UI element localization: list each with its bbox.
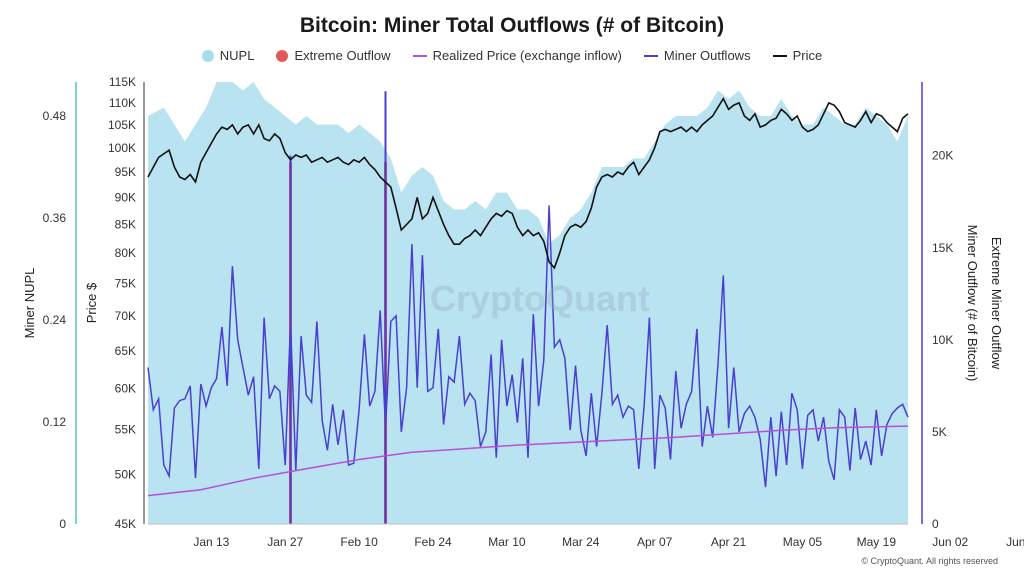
chart-title: Bitcoin: Miner Total Outflows (# of Bitc… <box>299 14 725 37</box>
price-tick-label: 55K <box>115 422 136 436</box>
nupl-tick-label: 0.48 <box>43 109 67 123</box>
x-tick-label: Jan 27 <box>267 535 303 549</box>
nupl-swatch <box>201 49 214 62</box>
price-tick-label: 70K <box>115 309 136 323</box>
price-tick-label: 75K <box>115 276 136 290</box>
legend-label-extreme: Extreme Outflow <box>294 48 391 63</box>
legend: NUPL Extreme Outflow Realized Price (exc… <box>0 48 1024 63</box>
legend-label-realized: Realized Price (exchange inflow) <box>432 48 622 63</box>
copyright-footer: © CryptoQuant. All rights reserved <box>861 556 998 566</box>
x-tick-label: Jun 16 <box>1006 535 1024 549</box>
outflow-tick-label: 0 <box>932 517 939 531</box>
price-tick-label: 115K <box>109 75 136 89</box>
nupl-axis-title: Miner NUPL <box>22 268 37 339</box>
price-axis-title: Price $ <box>84 282 99 323</box>
legend-label-outflows: Miner Outflows <box>663 48 751 63</box>
realized-swatch <box>412 54 427 57</box>
price-tick-label: 90K <box>115 190 136 204</box>
outflow-axis-title: Miner Outflow (# of Bitcoin) <box>965 225 980 382</box>
x-tick-label: Apr 21 <box>711 535 747 549</box>
x-tick-label: May 05 <box>783 535 823 549</box>
price-tick-label: 105K <box>108 118 136 132</box>
nupl-tick-label: 0.24 <box>43 313 67 327</box>
x-tick-label: Apr 07 <box>637 535 673 549</box>
legend-item-nupl[interactable]: NUPL <box>201 48 255 63</box>
price-line <box>147 97 909 270</box>
price-tick-label: 100K <box>108 141 136 155</box>
price-tick-label: 95K <box>115 165 136 179</box>
price-tick-label: 65K <box>115 344 136 358</box>
nupl-tick-label: 0.36 <box>43 211 67 225</box>
outflow-tick-label: 15K <box>932 241 953 255</box>
price-tick-label: 110K <box>109 96 136 110</box>
miner-outflows-line <box>147 205 909 488</box>
watermark: CryptoQuant <box>430 278 650 319</box>
price-tick-label: 60K <box>115 381 136 395</box>
nupl-area <box>148 82 908 524</box>
outflow-tick-label: 20K <box>932 149 953 163</box>
x-tick-label: Mar 10 <box>488 535 526 549</box>
legend-item-realized[interactable]: Realized Price (exchange inflow) <box>412 48 622 63</box>
legend-label-price: Price <box>792 48 823 63</box>
outflow-tick-label: 10K <box>932 333 953 347</box>
price-tick-label: 85K <box>115 217 136 231</box>
x-tick-label: May 19 <box>857 535 897 549</box>
realized-price-line <box>147 425 909 497</box>
x-tick-label: Jan 13 <box>193 535 229 549</box>
legend-label-nupl: NUPL <box>219 48 255 63</box>
price-swatch <box>772 54 787 57</box>
legend-item-outflows[interactable]: Miner Outflows <box>643 48 751 63</box>
nupl-tick-label: 0 <box>59 517 66 531</box>
price-tick-label: 50K <box>115 467 136 481</box>
outflows-swatch <box>643 54 658 57</box>
extreme-outflow-axis-title: Extreme Miner Outflow <box>989 237 1004 370</box>
price-tick-label: 45K <box>115 517 136 531</box>
price-tick-label: 80K <box>115 246 136 260</box>
extreme-swatch <box>276 49 289 62</box>
nupl-tick-label: 0.12 <box>43 415 67 429</box>
x-tick-label: Feb 24 <box>414 535 452 549</box>
legend-item-extreme[interactable]: Extreme Outflow <box>276 48 391 63</box>
x-tick-label: Jun 02 <box>932 535 968 549</box>
outflow-tick-label: 5K <box>932 425 947 439</box>
legend-item-price[interactable]: Price <box>772 48 823 63</box>
x-tick-label: Feb 10 <box>340 535 378 549</box>
x-tick-label: Mar 24 <box>562 535 600 549</box>
